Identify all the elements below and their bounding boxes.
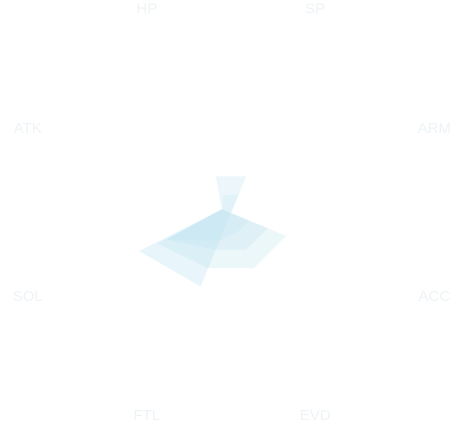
axis-label-sol: SOL xyxy=(13,288,43,305)
radar-segment xyxy=(231,213,287,269)
radar-segment xyxy=(231,213,287,236)
radar-series-4 xyxy=(139,209,231,287)
radar-segment xyxy=(157,209,231,244)
radar-series-2 xyxy=(166,176,268,250)
axis-label-evd: EVD xyxy=(300,407,331,424)
axis-labels: HP SP ARM ACC EVD FTL SOL ATK xyxy=(13,1,451,425)
radar-segment xyxy=(215,176,231,213)
axis-label-sp: SP xyxy=(305,1,325,18)
radar-segment xyxy=(223,194,239,213)
radar-segment xyxy=(215,213,247,250)
radar-series-1 xyxy=(166,194,250,241)
axis-label-atk: ATK xyxy=(14,120,42,137)
radar-segment xyxy=(139,213,231,287)
axis-label-ftl: FTL xyxy=(133,407,160,424)
radar-series-3 xyxy=(157,209,287,269)
radar-segment xyxy=(166,209,231,240)
radar-segment xyxy=(166,213,231,241)
radar-segment xyxy=(139,209,231,252)
radar-segment xyxy=(166,213,231,250)
radar-segment xyxy=(215,176,247,213)
series-layer xyxy=(139,176,287,287)
axis-label-acc: ACC xyxy=(418,288,450,305)
radar-segment xyxy=(231,213,268,250)
radar-segment xyxy=(208,213,254,269)
axis-label-arm: ARM xyxy=(418,120,451,137)
radar-segment xyxy=(157,213,231,269)
radar-segment xyxy=(219,213,239,241)
radar-segment xyxy=(221,194,231,213)
axis-label-hp: HP xyxy=(136,1,157,18)
radar-segment xyxy=(166,209,231,240)
radar-segment xyxy=(231,213,250,232)
